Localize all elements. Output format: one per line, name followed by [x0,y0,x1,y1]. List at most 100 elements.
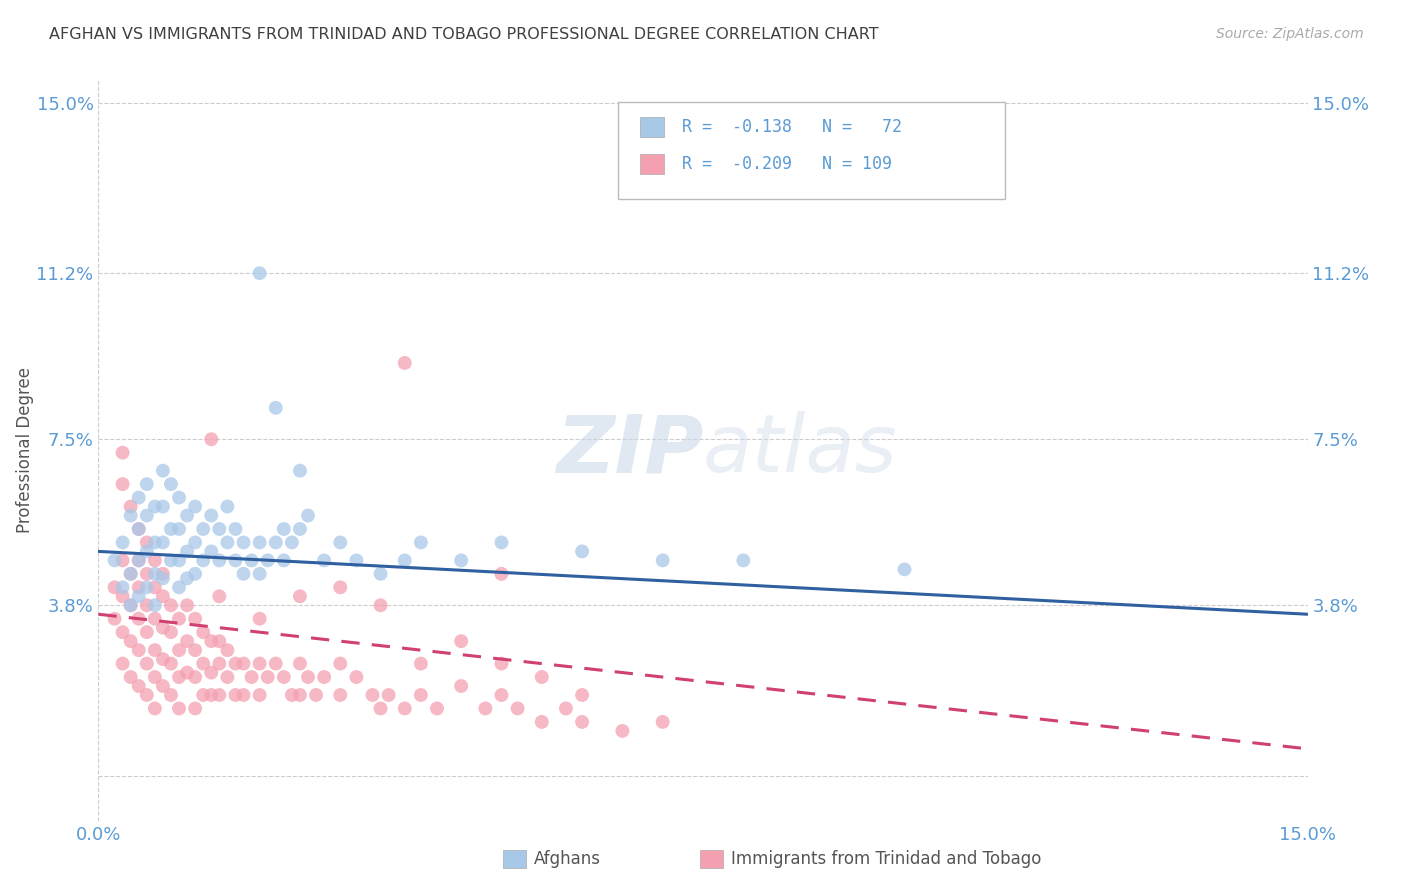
Point [249,266,271,280]
Point [167,553,190,567]
Point [224,522,246,536]
Point [314,553,336,567]
Point [111,535,134,549]
Point [135,657,157,671]
Point [103,612,125,626]
Point [103,580,125,594]
Point [184,535,207,549]
Point [208,657,231,671]
Point [249,612,271,626]
Point [167,612,190,626]
Point [329,535,352,549]
Point [651,553,673,567]
Point [506,701,529,715]
Point [120,566,142,581]
Point [249,566,271,581]
Point [450,553,472,567]
Point [120,599,142,613]
Point [249,535,271,549]
Point [893,562,915,576]
Point [128,491,150,505]
Point [273,522,295,536]
Point [111,625,134,640]
Point [394,553,416,567]
Point [344,670,367,684]
Point [344,553,367,567]
Point [329,580,352,594]
Point [135,477,157,491]
Point [288,589,311,603]
Point [152,464,174,478]
Point [193,688,215,702]
Point [167,701,190,715]
Point [208,634,231,648]
Point [167,670,190,684]
Point [217,500,239,514]
Point [135,625,157,640]
Text: ZIP: ZIP [555,411,703,490]
Text: Source: ZipAtlas.com: Source: ZipAtlas.com [1216,27,1364,41]
Point [224,657,246,671]
Point [111,553,134,567]
Point [256,670,278,684]
Point [111,657,134,671]
Point [264,401,287,415]
Point [111,446,134,460]
Point [370,599,392,613]
Point [297,670,319,684]
Point [329,688,352,702]
Point [571,688,593,702]
Point [208,589,231,603]
Point [329,657,352,671]
Point [152,566,174,581]
Point [491,566,513,581]
Point [200,432,222,446]
Point [249,688,271,702]
Point [160,477,183,491]
Point [135,566,157,581]
Point [314,670,336,684]
Point [128,553,150,567]
Bar [640,117,664,137]
Point [152,535,174,549]
Point [184,500,207,514]
Point [143,535,166,549]
Point [208,688,231,702]
Point [143,670,166,684]
Point [135,508,157,523]
FancyBboxPatch shape [619,103,1005,199]
Point [208,553,231,567]
Point [450,679,472,693]
Point [103,553,125,567]
Point [135,544,157,558]
Point [176,544,198,558]
Point [256,553,278,567]
Point [176,571,198,585]
Point [733,553,755,567]
Point [200,544,222,558]
Point [152,571,174,585]
Point [240,553,263,567]
Point [370,701,392,715]
Point [288,688,311,702]
Point [651,714,673,729]
Point [160,657,183,671]
Point [184,701,207,715]
Point [128,522,150,536]
Point [491,535,513,549]
Point [232,657,254,671]
Point [377,688,399,702]
Bar [640,153,664,174]
Point [152,652,174,666]
Point [281,688,304,702]
Point [273,670,295,684]
Point [120,500,142,514]
Point [143,612,166,626]
Text: Afghans: Afghans [534,850,602,868]
Point [143,580,166,594]
Point [120,508,142,523]
Point [160,599,183,613]
Point [120,634,142,648]
Point [217,643,239,657]
Point [111,589,134,603]
